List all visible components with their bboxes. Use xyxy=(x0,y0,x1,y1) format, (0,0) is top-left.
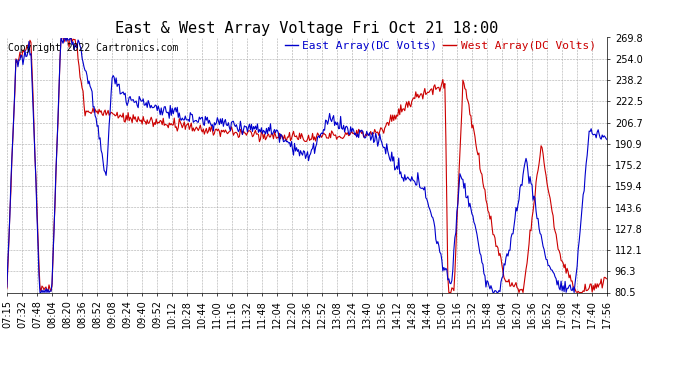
Title: East & West Array Voltage Fri Oct 21 18:00: East & West Array Voltage Fri Oct 21 18:… xyxy=(115,21,499,36)
Legend: East Array(DC Volts), West Array(DC Volts): East Array(DC Volts), West Array(DC Volt… xyxy=(284,40,595,51)
Text: Copyright 2022 Cartronics.com: Copyright 2022 Cartronics.com xyxy=(8,43,179,52)
